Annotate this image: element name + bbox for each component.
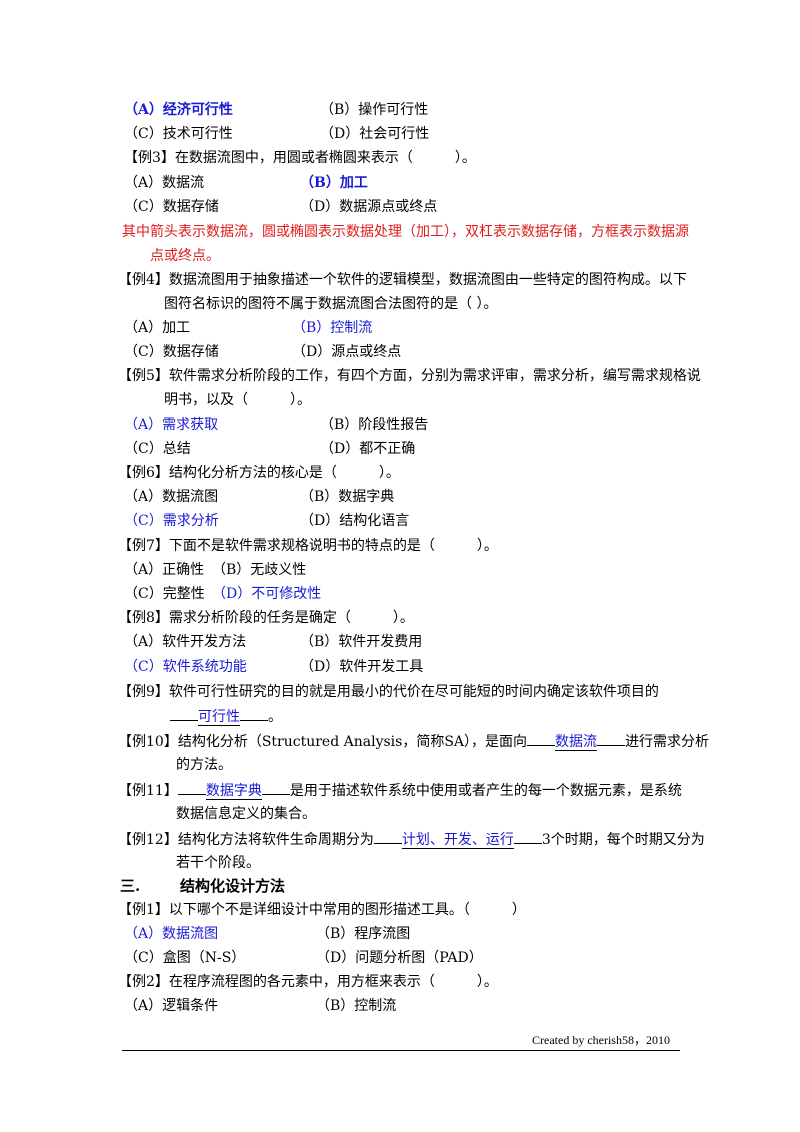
option-c-tech: （C）技术可行性 bbox=[124, 126, 233, 142]
q8-option-b: （B）软件开发费用 bbox=[300, 634, 423, 650]
question-7: 【例7】下面不是软件需求规格说明书的特点的是（ ）。 bbox=[118, 538, 498, 554]
s3-q2-option-b: （B）控制流 bbox=[316, 998, 397, 1014]
q6-option-b: （B）数据字典 bbox=[300, 489, 395, 505]
question-3: 【例3】在数据流图中，用圆或者椭圆来表示（ ）。 bbox=[124, 150, 476, 166]
q5-option-a: （A）需求获取 bbox=[124, 417, 219, 433]
q11-pre: 【例11】 bbox=[118, 783, 178, 799]
q12-pre: 【例12】结构化方法将软件生命周期分为 bbox=[118, 832, 374, 848]
q4-option-a: （A）加工 bbox=[124, 320, 191, 336]
q7-option-c: （C）完整性 bbox=[124, 586, 205, 602]
question-4-line-2: 图符名标识的图符不属于数据流图合法图符的是（ ）。 bbox=[164, 296, 498, 312]
q4-option-b: （B）控制流 bbox=[292, 320, 373, 336]
q12-post: 3个时期，每个时期又分为 bbox=[541, 832, 705, 848]
q11-post: 是用于描述软件系统中使用或者产生的每一个数据元素，是系统 bbox=[289, 783, 682, 799]
q10-pre: 【例10】结构化分析（Structured Analysis，简称SA），是面向 bbox=[118, 734, 528, 750]
q3-option-b: （B）加工 bbox=[300, 175, 368, 191]
q3-option-c: （C）数据存储 bbox=[124, 199, 219, 215]
question-5-line-1: 【例5】软件需求分析阶段的工作，有四个方面，分别为需求评审，需求分析，编写需求规… bbox=[118, 368, 701, 384]
question-12-line-2: 若干个阶段。 bbox=[176, 855, 260, 871]
q12-answer: 计划、开发、运行 bbox=[401, 832, 514, 849]
note-line-1: 其中箭头表示数据流，圆或椭圆表示数据处理（加工），双杠表示数据存储，方框表示数据… bbox=[122, 224, 689, 240]
option-b-operation: （B）操作可行性 bbox=[320, 102, 429, 118]
q11-answer: 数据字典 bbox=[205, 783, 262, 800]
s3-q1-option-d: （D）问题分析图（PAD） bbox=[316, 950, 483, 966]
q4-option-d: （D）源点或终点 bbox=[292, 344, 402, 360]
question-10-line-1: 【例10】结构化分析（Structured Analysis，简称SA），是面向… bbox=[118, 731, 709, 752]
q6-option-a: （A）数据流图 bbox=[124, 489, 219, 505]
q4-option-c: （C）数据存储 bbox=[124, 344, 219, 360]
q3-option-a: （A）数据流 bbox=[124, 175, 205, 191]
q8-option-a: （A）软件开发方法 bbox=[124, 634, 247, 650]
s3-question-1: 【例1】以下哪个不是详细设计中常用的图形描述工具。（ ） bbox=[118, 902, 526, 918]
option-a-economic: （A）经济可行性 bbox=[124, 102, 233, 118]
s3-question-2: 【例2】在程序流程图的各元素中，用方框来表示（ ）。 bbox=[118, 974, 498, 990]
question-4-line-1: 【例4】数据流图用于抽象描述一个软件的逻辑模型，数据流图由一些特定的图符构成。以… bbox=[118, 272, 687, 288]
s3-q1-option-b: （B）程序流图 bbox=[316, 926, 411, 942]
q7-option-b: （B）无歧义性 bbox=[212, 562, 307, 578]
q6-option-d: （D）结构化语言 bbox=[300, 513, 410, 529]
question-9-line-1: 【例9】软件可行性研究的目的就是用最小的代价在尽可能短的时间内确定该软件项目的 bbox=[118, 684, 659, 700]
q8-option-c: （C）软件系统功能 bbox=[124, 659, 247, 675]
note-line-2: 点或终点。 bbox=[150, 248, 220, 264]
q7-option-a: （A）正确性 bbox=[124, 562, 205, 578]
question-5-line-2: 明书，以及（ ）。 bbox=[164, 392, 311, 408]
question-9-line-2: 可行性 。 bbox=[170, 706, 282, 727]
q10-answer: 数据流 bbox=[555, 734, 598, 751]
q3-option-d: （D）数据源点或终点 bbox=[300, 199, 438, 215]
s3-q1-option-c: （C）盒图（N-S） bbox=[124, 950, 246, 966]
question-8: 【例8】需求分析阶段的任务是确定（ ）。 bbox=[118, 610, 414, 626]
question-11-line-2: 数据信息定义的集合。 bbox=[176, 806, 316, 822]
q6-option-c: （C）需求分析 bbox=[124, 513, 219, 529]
question-11-line-1: 【例11】 数据字典 是用于描述软件系统中使用或者产生的每一个数据元素，是系统 bbox=[118, 780, 682, 801]
q10-post: 进行需求分析 bbox=[625, 734, 710, 750]
s3-q2-option-a: （A）逻辑条件 bbox=[124, 998, 219, 1014]
option-d-social: （D）社会可行性 bbox=[320, 126, 430, 142]
section-title: 结构化设计方法 bbox=[180, 877, 286, 895]
q8-option-d: （D）软件开发工具 bbox=[300, 659, 424, 675]
s3-q1-option-a: （A）数据流图 bbox=[124, 926, 219, 942]
q9-post: 。 bbox=[268, 709, 282, 725]
q9-answer: 可行性 bbox=[198, 709, 240, 726]
q7-option-d: （D）不可修改性 bbox=[212, 586, 322, 602]
footer-rule bbox=[122, 1050, 680, 1051]
q5-option-b: （B）阶段性报告 bbox=[320, 417, 429, 433]
question-6: 【例6】结构化分析方法的核心是（ ）。 bbox=[118, 465, 400, 481]
question-12-line-1: 【例12】结构化方法将软件生命周期分为 计划、开发、运行 3个时期，每个时期又分为 bbox=[118, 829, 705, 850]
q5-option-d: （D）都不正确 bbox=[320, 441, 416, 457]
section-number: 三. bbox=[120, 877, 141, 895]
question-10-line-2: 的方法。 bbox=[176, 757, 232, 773]
q5-option-c: （C）总结 bbox=[124, 441, 191, 457]
footer-credit: Created by cherish58，2010 bbox=[532, 1033, 670, 1047]
